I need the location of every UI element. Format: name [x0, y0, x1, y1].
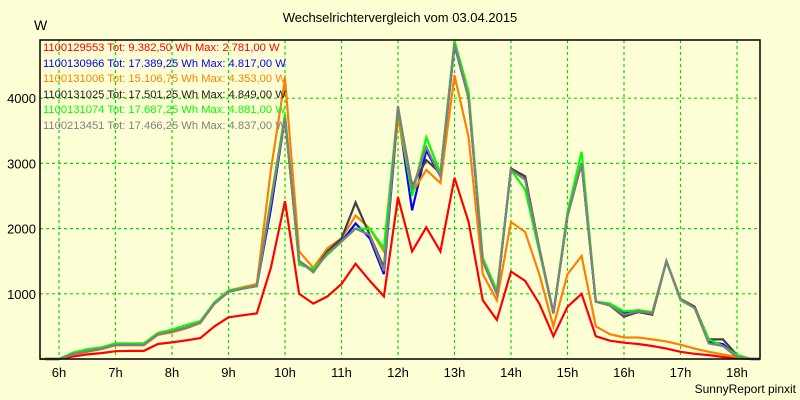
- grid-lines: [40, 40, 760, 359]
- legend-entry-1100130966: 1100130966 Tot: 17.389,25 Wh Max: 4.817,…: [43, 57, 286, 70]
- x-tick-label: 10h: [274, 365, 296, 380]
- x-tick-label: 13h: [444, 365, 466, 380]
- series-line-1100213451: [44, 43, 760, 361]
- legend-entry-1100131006: 1100131006 Tot: 15.106,75 Wh Max: 4.353,…: [43, 73, 286, 85]
- plot-frame: [39, 39, 761, 360]
- x-tick-label: 11h: [331, 365, 352, 380]
- x-tick-label: 16h: [613, 365, 635, 380]
- x-tick-label: 14h: [500, 365, 522, 380]
- legend-entry-1100129553: 1100129553 Tot: 9.382,50 Wh Max: 2.781,0…: [43, 42, 280, 54]
- legend: 1100129553 Tot: 9.382,50 Wh Max: 2.781,0…: [43, 41, 286, 134]
- y-tick-label: 4000: [7, 91, 36, 106]
- y-tick-label: 2000: [7, 222, 36, 237]
- y-tick-label: 3000: [7, 156, 36, 171]
- legend-entry-1100131025: 1100131025 Tot: 17.501,25 Wh Max: 4.849,…: [43, 88, 286, 101]
- x-tick-label: 6h: [52, 365, 66, 380]
- x-tick-label: 8h: [165, 365, 179, 380]
- x-tick-label: 12h: [387, 365, 409, 380]
- axes: 6h 7h 8h 9h 10h 11h 12h 13h 14h 15h 16h 17h 18h 1000 2…: [7, 39, 761, 380]
- x-tick-label: 15h: [557, 365, 579, 380]
- y-axis-unit-label: W: [34, 17, 48, 33]
- series-lines: [40, 40, 760, 361]
- plot-area: [40, 40, 760, 359]
- series-line-1100129553: [44, 177, 760, 361]
- x-tick-label: 9h: [221, 365, 235, 380]
- x-tick-label: 7h: [108, 365, 122, 380]
- chart-title: Wechselrichtervergleich vom 03.04.2015: [282, 10, 518, 25]
- x-tick-label: 17h: [670, 365, 692, 380]
- x-tick-label: 18h: [726, 365, 748, 380]
- footer-credit: SunnyReport pinxit: [694, 382, 796, 396]
- y-tick-label: 1000: [7, 287, 36, 302]
- legend-entry-1100131074: 1100131074 Tot: 17.687,25 Wh Max: 4.881,…: [43, 104, 286, 116]
- legend-entry-1100213451: 1100213451 Tot: 17.466,25 Wh Max: 4.837,…: [43, 119, 286, 132]
